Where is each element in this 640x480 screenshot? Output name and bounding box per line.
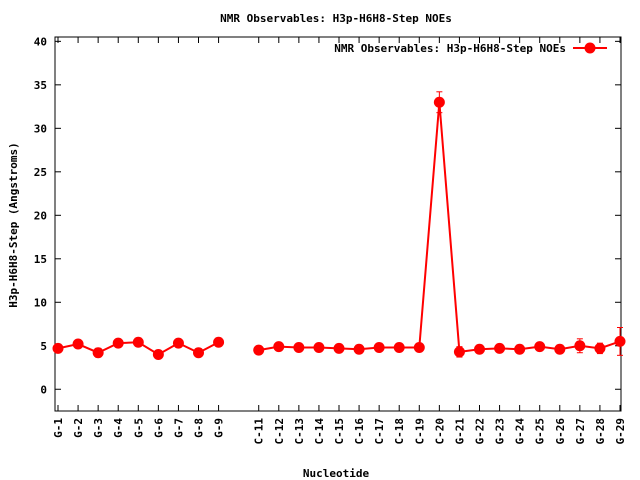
x-tick-label: G-26 <box>554 418 567 445</box>
series-line <box>258 102 621 353</box>
x-tick-label: G-3 <box>92 418 105 438</box>
chart-title: NMR Observables: H3p-H6H8-Step NOEs <box>220 12 452 25</box>
data-point <box>353 343 365 355</box>
x-tick-label: G-21 <box>453 418 466 445</box>
y-tick-label: 35 <box>34 79 47 92</box>
data-point <box>393 342 405 354</box>
x-tick-label: C-14 <box>313 418 326 445</box>
x-tick-label: C-12 <box>273 418 286 445</box>
x-tick-label: G-27 <box>574 418 587 445</box>
legend-marker <box>584 42 596 54</box>
x-axis: G-1 G-2 G-3 G-4 G-5 G-6 G-7 G-8 G-9 C-11 C-12 C-13 C… <box>52 37 627 445</box>
data-point <box>72 338 84 350</box>
data-point <box>413 342 425 354</box>
x-tick-label: G-6 <box>152 418 165 438</box>
x-tick-label: C-11 <box>253 418 266 445</box>
y-tick-label: 10 <box>34 296 47 309</box>
data-point <box>554 343 566 355</box>
data-point <box>293 342 305 354</box>
data-point <box>313 342 325 354</box>
x-tick-label: C-18 <box>393 418 406 445</box>
data-point <box>273 341 285 353</box>
data-point <box>52 342 64 354</box>
x-tick-label: C-13 <box>293 418 306 445</box>
y-tick-label: 40 <box>34 35 47 48</box>
y-axis: 0 5 10 15 20 25 30 35 40 <box>34 35 621 396</box>
y-axis-label: H3p-H6H8-Step (Angstroms) <box>7 142 20 308</box>
x-tick-label: G-8 <box>193 418 206 438</box>
y-tick-label: 20 <box>34 209 47 222</box>
y-tick-label: 30 <box>34 122 47 135</box>
data-point <box>594 342 606 354</box>
data-point <box>373 342 385 354</box>
x-tick-label: G-4 <box>112 418 125 438</box>
data-point <box>494 342 506 354</box>
data-point <box>193 347 205 359</box>
y-tick-label: 0 <box>40 383 47 396</box>
data-point <box>474 343 485 355</box>
x-tick-label: G-29 <box>614 418 627 445</box>
data-point <box>132 336 144 348</box>
x-tick-label: G-25 <box>534 418 547 445</box>
x-tick-label: G-1 <box>52 418 65 438</box>
data-point <box>172 337 184 349</box>
x-tick-label: C-20 <box>433 418 446 445</box>
x-tick-label: G-22 <box>474 418 487 445</box>
x-tick-label: C-17 <box>373 418 386 445</box>
data-point <box>574 340 586 352</box>
data-point <box>213 336 225 348</box>
data-point <box>614 335 626 347</box>
x-tick-label: C-16 <box>353 418 366 445</box>
data-point <box>453 346 465 358</box>
data-point <box>253 344 265 356</box>
x-tick-label: G-5 <box>132 418 145 438</box>
x-tick-label: C-15 <box>333 418 346 445</box>
x-tick-label: G-7 <box>172 418 185 438</box>
data-point <box>534 341 546 353</box>
y-tick-label: 25 <box>34 166 47 179</box>
legend: NMR Observables: H3p-H6H8-Step NOEs <box>334 42 607 55</box>
data-point <box>333 342 345 354</box>
y-tick-label: 5 <box>40 340 47 353</box>
data-point <box>92 347 104 359</box>
data-point <box>112 337 124 349</box>
y-tick-label: 15 <box>34 253 47 266</box>
x-tick-label: G-9 <box>213 418 226 438</box>
data-point <box>433 96 445 108</box>
x-tick-label: C-19 <box>413 418 426 445</box>
plot-area-frame <box>54 36 622 412</box>
data-point <box>152 348 164 360</box>
x-tick-label: G-24 <box>514 418 527 445</box>
x-tick-label: G-28 <box>594 418 607 445</box>
x-tick-label: G-23 <box>494 418 507 445</box>
series-layer <box>52 91 626 360</box>
legend-label: NMR Observables: H3p-H6H8-Step NOEs <box>334 42 566 55</box>
x-axis-label: Nucleotide <box>303 467 370 480</box>
data-point <box>514 343 526 355</box>
x-tick-label: G-2 <box>72 418 85 438</box>
